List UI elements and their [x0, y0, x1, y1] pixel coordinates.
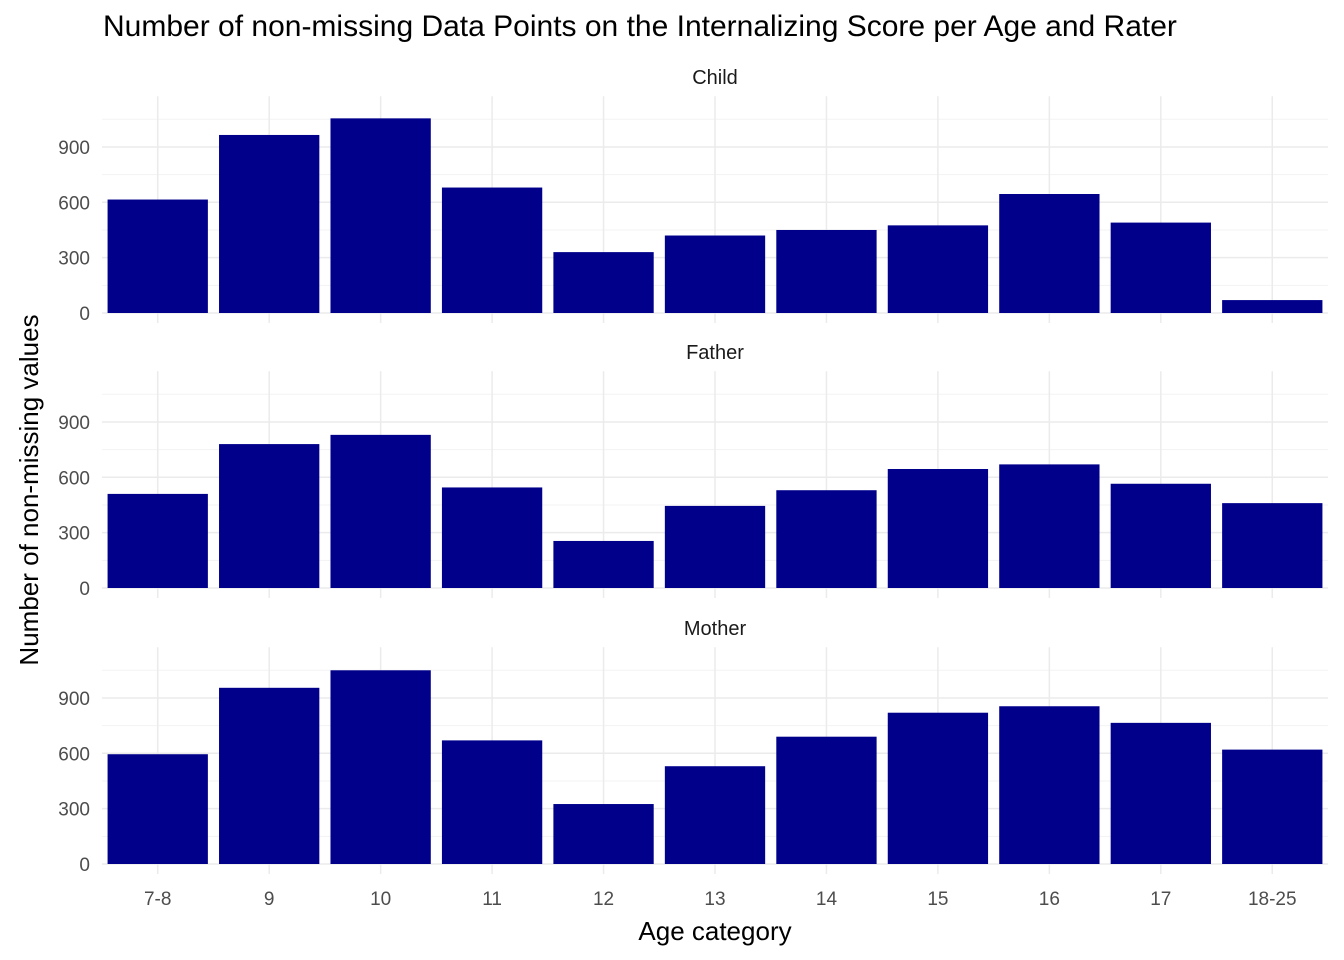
- y-tick-label: 900: [58, 413, 90, 434]
- bar: [776, 229, 877, 313]
- y-tick-label: 600: [58, 193, 90, 214]
- bar: [887, 712, 989, 864]
- y-tick-label: 600: [58, 744, 90, 765]
- bar: [107, 754, 208, 864]
- bar: [664, 235, 766, 313]
- bar: [441, 187, 543, 313]
- y-axis-title: Number of non-missing values: [14, 314, 44, 665]
- x-tick-label: 10: [370, 889, 391, 910]
- bar: [330, 118, 431, 313]
- x-tick-label: 12: [593, 889, 614, 910]
- facet-label: Child: [692, 67, 738, 89]
- bar: [1110, 722, 1211, 864]
- bar: [999, 464, 1100, 588]
- y-tick-label: 600: [58, 468, 90, 489]
- x-axis-title: Age category: [638, 916, 791, 946]
- y-tick-label: 300: [58, 524, 90, 545]
- bar: [107, 199, 208, 313]
- facet-label: Mother: [684, 618, 747, 640]
- x-tick-label: 13: [704, 889, 725, 910]
- x-tick-label: 18-25: [1248, 889, 1297, 910]
- y-tick-label: 300: [58, 249, 90, 270]
- bar: [553, 804, 654, 864]
- bar: [887, 225, 989, 313]
- x-tick-label: 17: [1150, 889, 1171, 910]
- chart-title: Number of non-missing Data Points on the…: [103, 10, 1177, 43]
- bar: [776, 490, 877, 588]
- bar: [999, 193, 1100, 313]
- x-tick-label: 7-8: [144, 889, 171, 910]
- bar: [1222, 749, 1323, 864]
- bar: [330, 434, 431, 588]
- bar: [887, 468, 989, 588]
- bar: [553, 252, 654, 313]
- x-tick-label: 9: [264, 889, 275, 910]
- bar: [219, 134, 320, 313]
- y-tick-label: 300: [58, 800, 90, 821]
- y-tick-label: 900: [58, 689, 90, 710]
- bar: [776, 736, 877, 864]
- bar: [1222, 503, 1323, 588]
- facet-label: Father: [686, 342, 744, 364]
- bar: [664, 766, 766, 864]
- y-tick-label: 0: [79, 304, 90, 325]
- bar: [107, 493, 208, 588]
- x-tick-label: 11: [482, 889, 502, 910]
- x-tick-label: 15: [927, 889, 948, 910]
- y-tick-label: 0: [79, 579, 90, 600]
- bar: [1222, 300, 1323, 313]
- bar: [553, 540, 654, 588]
- bar: [1110, 483, 1211, 588]
- bar: [219, 687, 320, 864]
- bar: [441, 487, 543, 588]
- bar: [219, 444, 320, 588]
- y-tick-label: 900: [58, 138, 90, 159]
- bar: [664, 505, 766, 588]
- bar: [441, 740, 543, 864]
- bar: [330, 670, 431, 864]
- y-tick-label: 0: [79, 855, 90, 876]
- x-tick-label: 16: [1039, 889, 1060, 910]
- bar: [999, 706, 1100, 864]
- bar: [1110, 222, 1211, 313]
- x-tick-label: 14: [816, 889, 838, 910]
